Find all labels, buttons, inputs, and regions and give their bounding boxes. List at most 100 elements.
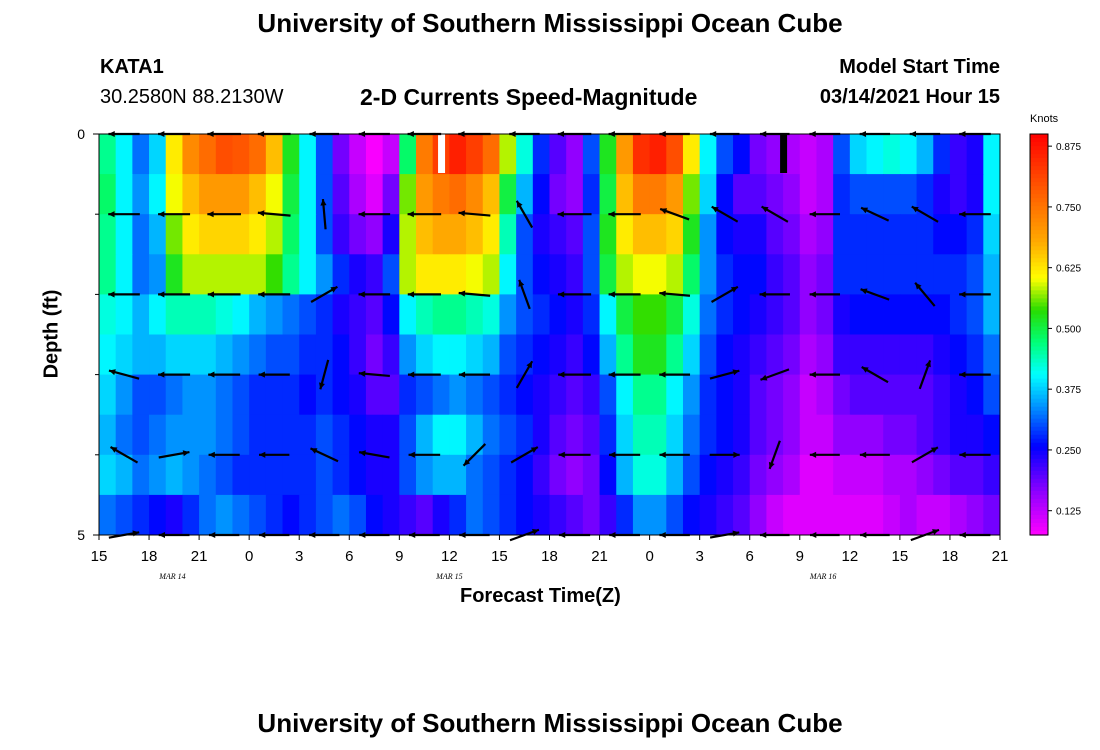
date-label: MAR 16 xyxy=(809,572,836,581)
heatmap-cell xyxy=(249,294,267,336)
heatmap-cell xyxy=(766,414,784,456)
heatmap-cell xyxy=(99,334,117,376)
arrow-head xyxy=(358,291,365,298)
heatmap-cell xyxy=(983,494,1000,535)
heatmap-cell xyxy=(482,134,501,175)
heatmap-cell xyxy=(599,214,617,255)
heatmap-cell xyxy=(866,334,884,376)
heatmap-cell xyxy=(632,334,651,376)
x-tick-label: 21 xyxy=(992,548,1009,565)
heatmap-cell xyxy=(849,414,868,456)
heatmap-cell xyxy=(833,494,851,535)
current-arrow xyxy=(918,359,932,390)
colorbar-segment xyxy=(1030,246,1048,251)
colorbar-segment xyxy=(1030,438,1048,444)
colorbar-segment xyxy=(1030,270,1048,275)
current-arrow xyxy=(109,446,139,464)
heatmap-cell xyxy=(115,174,133,215)
arrow-head xyxy=(108,291,115,298)
colorbar-segment xyxy=(1030,526,1048,532)
heatmap-cell xyxy=(916,294,934,336)
heatmap-cell xyxy=(766,334,784,376)
arrow-head xyxy=(158,371,165,378)
current-arrow xyxy=(158,291,191,298)
heatmap-cell xyxy=(566,174,584,215)
heatmap-cell xyxy=(916,254,934,295)
x-tick-label: 3 xyxy=(295,548,303,565)
heatmap-cell xyxy=(532,374,551,416)
footer-title: University of Southern Mississippi Ocean… xyxy=(257,708,843,738)
heatmap-cell xyxy=(766,494,784,535)
heatmap-cell xyxy=(416,494,434,535)
heatmap-cell xyxy=(332,294,350,336)
heatmap-cell xyxy=(749,334,768,376)
heatmap-cell xyxy=(516,254,534,295)
heatmap-cell xyxy=(599,134,617,175)
colorbar-segment xyxy=(1030,334,1048,340)
arrow-head xyxy=(930,447,938,454)
colorbar-segment xyxy=(1030,366,1048,372)
heatmap-cell xyxy=(1000,134,1017,175)
heatmap-cell xyxy=(949,134,968,175)
current-arrow xyxy=(358,370,390,378)
arrow-head xyxy=(711,206,719,213)
heatmap-cell xyxy=(182,294,200,336)
heatmap-cell xyxy=(215,294,234,336)
arrow-head xyxy=(959,211,966,218)
heatmap-cell xyxy=(115,334,133,376)
heatmap-cell xyxy=(466,294,484,336)
heatmap-cell xyxy=(332,174,350,215)
heatmap-cell xyxy=(549,334,567,376)
heatmap-cell xyxy=(399,454,417,496)
heatmap-cell xyxy=(716,494,734,535)
heatmap-cell xyxy=(449,454,467,496)
colorbar-segment xyxy=(1030,530,1048,536)
x-tick-label: 12 xyxy=(841,548,858,565)
current-arrow xyxy=(108,369,140,380)
current-arrow xyxy=(518,279,531,310)
arrow-head xyxy=(557,291,565,298)
heatmap-cell xyxy=(883,374,901,416)
heatmap-cell xyxy=(933,174,951,215)
colorbar-segment xyxy=(1030,386,1048,392)
heatmap-cell xyxy=(282,494,300,535)
heatmap-cell xyxy=(282,254,300,295)
heatmap-cell xyxy=(933,334,951,376)
heatmap-cell xyxy=(883,334,901,376)
heatmap-cell xyxy=(349,174,367,215)
current-arrow xyxy=(809,371,841,378)
arrow-head xyxy=(258,291,265,298)
heatmap-cell xyxy=(399,334,417,376)
heatmap-cell xyxy=(866,414,884,456)
heatmap-cell xyxy=(933,494,951,535)
time-marker xyxy=(438,134,446,173)
heatmap-cell xyxy=(616,374,634,416)
heatmap-cell xyxy=(799,294,818,336)
heatmap-cell xyxy=(966,334,984,376)
heatmap-cell xyxy=(115,454,133,496)
heatmap-cell xyxy=(733,494,751,535)
current-arrow xyxy=(158,450,190,459)
heatmap-cell xyxy=(432,454,450,496)
page-title: University of Southern Mississippi Ocean… xyxy=(257,8,843,38)
colorbar-segment xyxy=(1030,378,1048,384)
current-arrow xyxy=(310,285,338,303)
heatmap-cell xyxy=(749,374,768,416)
current-arrow xyxy=(458,371,491,378)
current-arrow xyxy=(959,371,991,378)
current-arrow xyxy=(711,205,739,223)
heatmap-cell xyxy=(149,254,167,295)
y-tick-label: 0 xyxy=(77,126,85,142)
heatmap-cell xyxy=(933,374,951,416)
heatmap-cell xyxy=(132,174,150,215)
heatmap-cell xyxy=(232,134,250,175)
colorbar-segment xyxy=(1030,522,1048,528)
heatmap-cell xyxy=(249,214,267,255)
heatmap-cell xyxy=(299,454,317,496)
current-arrow xyxy=(319,359,330,390)
heatmap-cell xyxy=(783,334,801,376)
heatmap-cell xyxy=(833,374,851,416)
arrow-head xyxy=(861,367,869,373)
heatmap-cell xyxy=(215,174,234,215)
colorbar-segment xyxy=(1030,214,1048,219)
